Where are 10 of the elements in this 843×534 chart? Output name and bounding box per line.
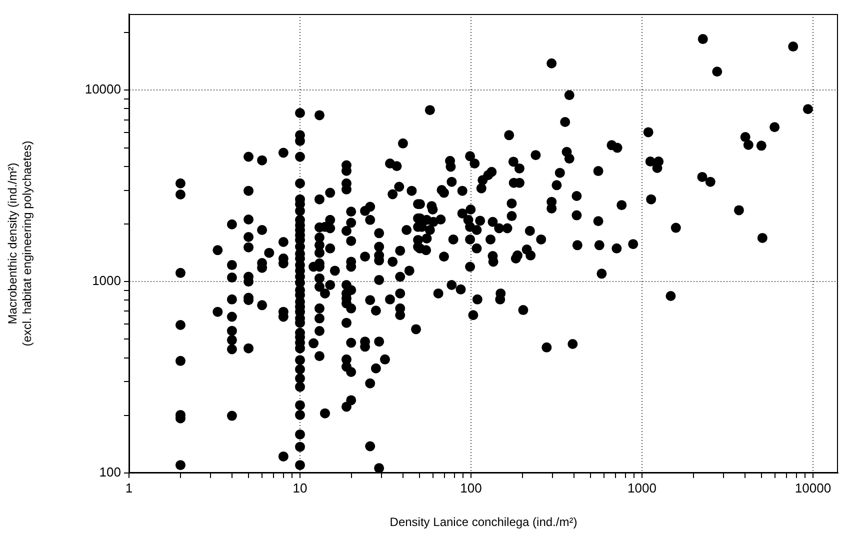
y-axis-title: Macrobenthic density (ind./m²) (excl. habitat engineering polychaetes) [6,140,34,346]
y-tick-label: 100 [99,464,121,480]
x-tick-label: 10 [292,480,308,496]
x-tick-label: 1000 [628,480,656,496]
x-axis-title: Density Lanice conchilega (ind./m²) [390,515,578,530]
x-tick-label: 10000 [794,480,832,496]
x-tick-label: 100 [460,480,482,496]
x-tick-label: 1 [125,480,133,496]
y-tick-label: 1000 [92,273,121,288]
y-tick-label: 10000 [84,82,121,97]
